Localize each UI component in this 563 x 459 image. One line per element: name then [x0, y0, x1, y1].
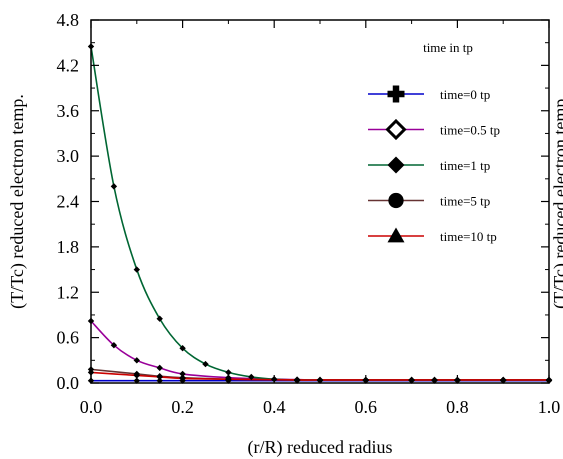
legend-entry-label: time=1 tp [440, 158, 490, 173]
y-tick-label: 1.2 [57, 282, 80, 302]
legend-marker [385, 118, 407, 141]
legend-marker [387, 85, 405, 103]
data-point [225, 369, 232, 376]
data-point [431, 376, 438, 384]
x-tick-label: 0.6 [355, 397, 378, 417]
data-point [133, 266, 140, 273]
data-point [156, 373, 163, 381]
y-axis-title-right: (T/Tc) reduced electron temp. [550, 94, 563, 309]
y-tick-label: 4.8 [57, 10, 80, 30]
data-point [156, 364, 163, 372]
data-point [110, 183, 118, 190]
legend-entry-label: time=5 tp [440, 194, 490, 209]
y-tick-label: 1.8 [57, 237, 80, 257]
data-point [202, 360, 209, 368]
x-tick-label: 0.8 [446, 397, 469, 417]
axis-tick-labels: 0.0 0.2 0.4 0.6 0.8 1.0 0.0 0.6 1.2 1.8 2.4 3.0 3.6 4… [57, 10, 561, 417]
series-line [90, 320, 549, 381]
legend-title: time in tp [423, 40, 473, 55]
legend-marker [387, 227, 405, 243]
legend-marker [388, 192, 404, 209]
legend: time in tp time=0 tp time=0.5 tp time=1 tp… [368, 40, 500, 244]
data-point [156, 315, 163, 322]
x-tick-label: 0.4 [263, 397, 286, 417]
legend-entry-label: time=0 tp [440, 87, 490, 102]
data-point [133, 372, 140, 379]
legend-marker [387, 156, 405, 174]
y-tick-label: 4.2 [57, 55, 80, 75]
data-point [133, 357, 140, 364]
data-point [293, 376, 301, 384]
x-tick-label: 1.0 [538, 397, 561, 417]
y-tick-label: 3.6 [57, 101, 80, 121]
data-point [179, 370, 186, 378]
y-tick-label: 0.0 [57, 373, 80, 393]
y-tick-label: 0.6 [57, 328, 80, 348]
axis-ticks [90, 19, 550, 384]
data-point [110, 341, 118, 349]
legend-entry-label: time=10 tp [440, 229, 497, 244]
y-axis-title: (T/Tc) reduced electron temp. [7, 94, 28, 309]
x-tick-label: 0.0 [80, 397, 103, 417]
x-axis-title: (r/R) reduced radius [248, 437, 393, 458]
y-tick-label: 2.4 [57, 192, 80, 212]
data-point [179, 345, 186, 352]
data-point [248, 373, 255, 381]
legend-entry-label: time=0.5 tp [440, 123, 500, 138]
x-tick-label: 0.2 [171, 397, 194, 417]
y-tick-label: 3.0 [57, 146, 80, 166]
